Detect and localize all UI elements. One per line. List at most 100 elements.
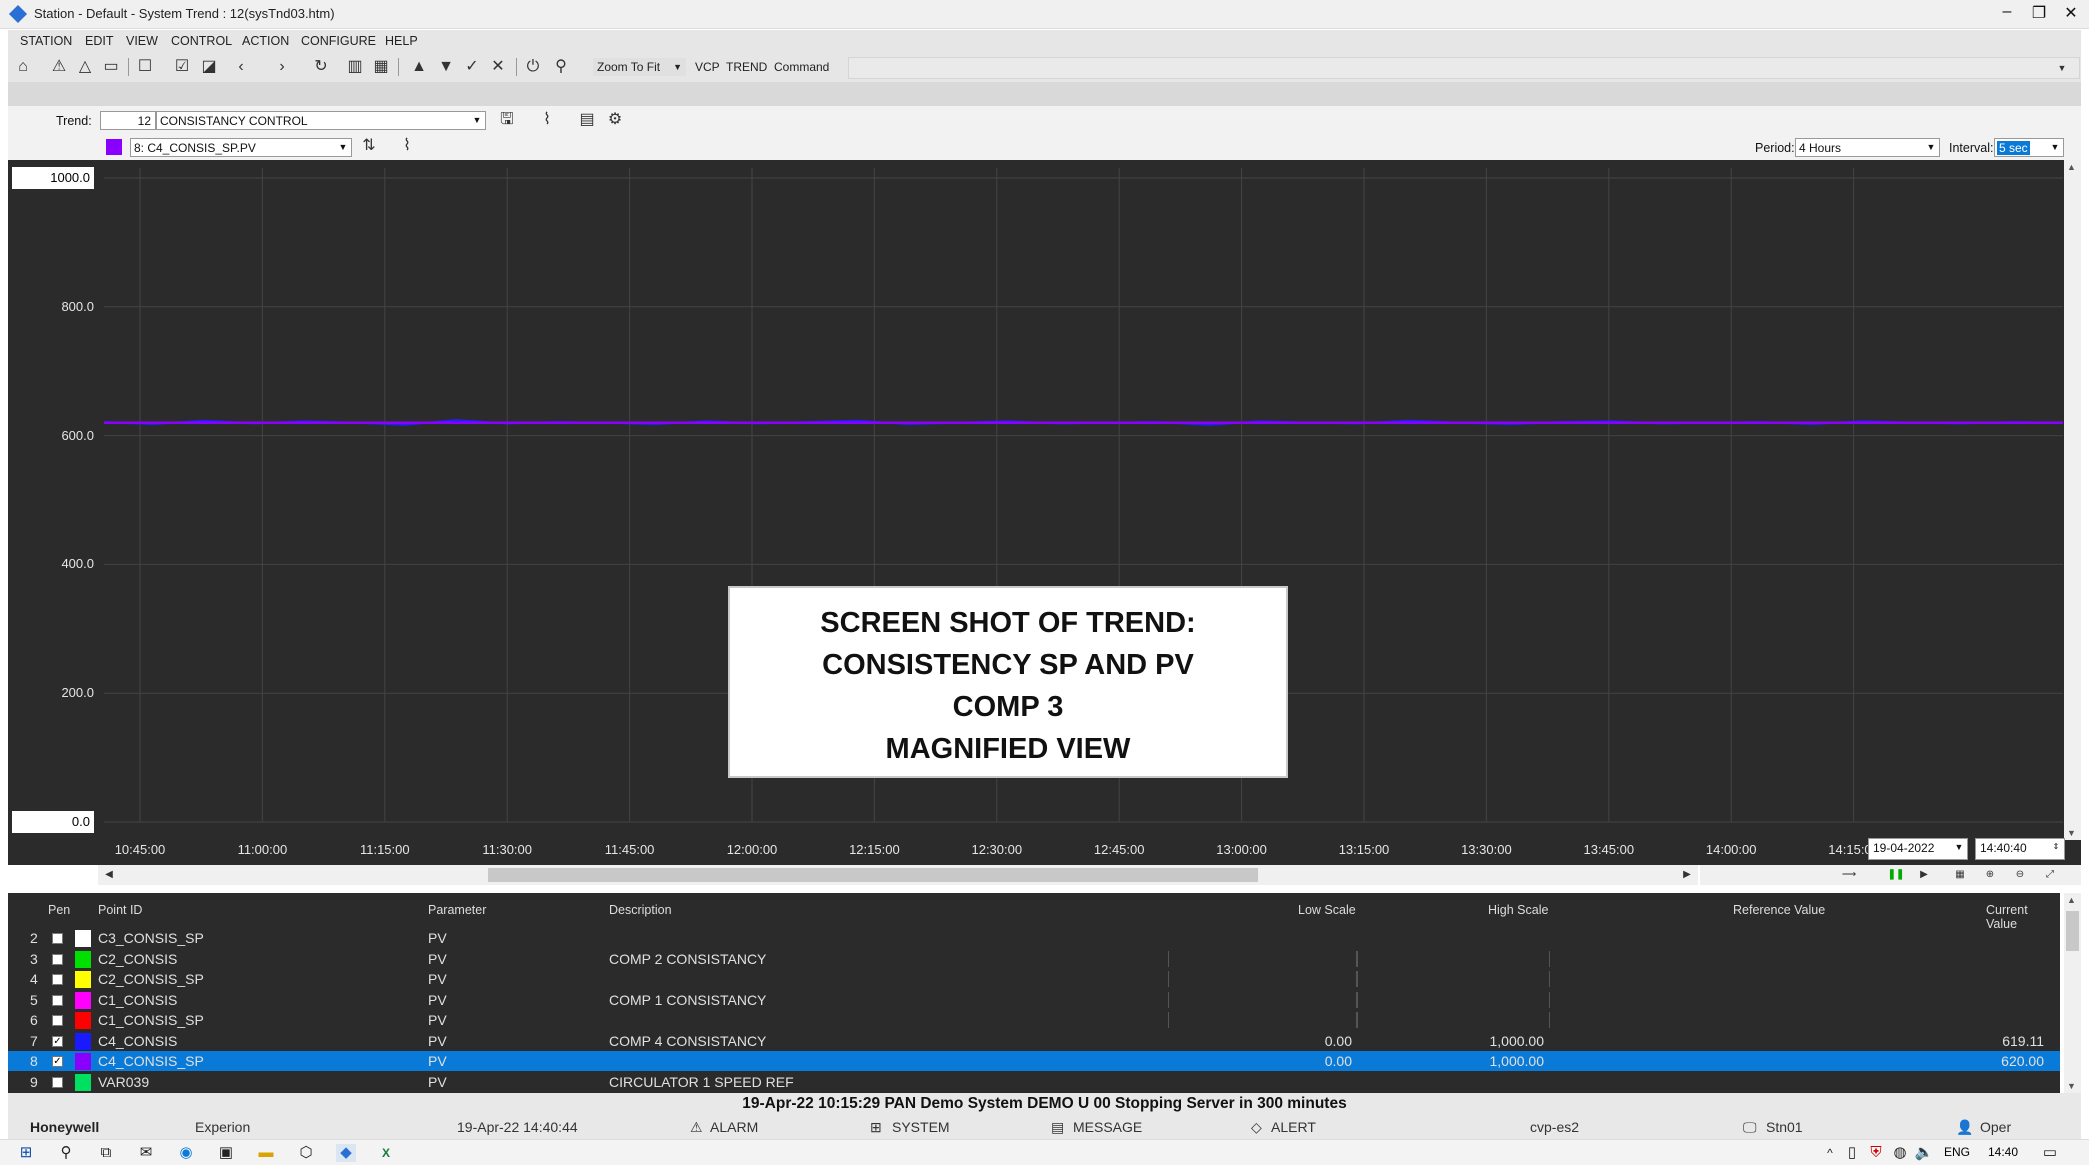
page-icon[interactable]: ☐ (137, 58, 153, 75)
end-date-picker[interactable]: 19-04-2022 ▼ (1868, 838, 1968, 860)
language-indicator[interactable]: ENG (1944, 1145, 1971, 1159)
table-scrollbar[interactable]: ▲ ▼ (2064, 893, 2081, 1093)
grid-icon[interactable]: ▤ (579, 111, 595, 128)
start-icon[interactable]: ⊞ (19, 1144, 33, 1161)
volume-icon[interactable]: 🔈 (1914, 1144, 1934, 1161)
message-indicator[interactable]: MESSAGE (1073, 1119, 1143, 1135)
zoom-in-icon[interactable]: ⊕ (1985, 869, 1995, 880)
file-explorer-icon[interactable]: ▬ (258, 1144, 274, 1161)
pen-dropdown[interactable]: 8: C4_CONSIS_SP.PV ▼ (130, 138, 352, 157)
clock[interactable]: 14:40 (1988, 1145, 2019, 1159)
acknowledge-icon[interactable]: ✓ (465, 58, 479, 75)
menu-help[interactable]: HELP (385, 34, 418, 48)
time-scrollbar-thumb[interactable] (488, 868, 1258, 882)
tray-device-icon[interactable]: ▯ (1847, 1144, 1857, 1161)
pen-visible-checkbox[interactable] (52, 974, 63, 985)
alert-diamond-icon[interactable]: ◇ (1251, 1119, 1262, 1135)
scroll-down-icon[interactable]: ▼ (2067, 1081, 2076, 1091)
scroll-left-icon[interactable]: ◀ (105, 869, 113, 880)
edge-browser-icon[interactable]: ◉ (179, 1144, 193, 1161)
pen-visible-checkbox[interactable]: ✓ (52, 1056, 63, 1067)
zoom-out-icon[interactable]: ⊖ (2015, 869, 2025, 880)
package-icon[interactable]: ⬡ (299, 1144, 313, 1161)
minimize-button[interactable]: – (2002, 3, 2012, 20)
refresh-icon[interactable]: ↻ (314, 58, 328, 75)
lower-icon[interactable]: ▼ (438, 58, 454, 75)
table-scrollbar-thumb[interactable] (2066, 911, 2079, 951)
col-parameter[interactable]: Parameter (428, 903, 487, 917)
group-icon[interactable]: ▦ (373, 58, 389, 75)
system-indicator[interactable]: SYSTEM (892, 1119, 950, 1135)
scale-icon[interactable]: ⇅ (362, 137, 376, 154)
scroll-right-icon[interactable]: ▶ (1683, 869, 1691, 880)
col-high-scale[interactable]: High Scale (1488, 903, 1549, 917)
time-scrollbar[interactable]: ◀ ▶ (98, 865, 1698, 885)
interval-dropdown[interactable]: 5 sec ▼ (1994, 138, 2064, 157)
trend-name-dropdown[interactable]: CONSISTANCY CONTROL ▼ (156, 111, 486, 130)
trend-button[interactable]: TREND (726, 60, 768, 74)
alert-indicator[interactable]: ALERT (1271, 1119, 1316, 1135)
table-row[interactable]: 4 C2_CONSIS_SP PV (8, 969, 2060, 989)
close-button[interactable]: ✕ (2064, 5, 2078, 22)
menu-action[interactable]: ACTION (242, 34, 290, 48)
alarm-summary-icon[interactable]: ⚠ (51, 58, 67, 75)
col-low-scale[interactable]: Low Scale (1298, 903, 1356, 917)
pen-visible-checkbox[interactable] (52, 1076, 63, 1088)
command-input[interactable] (848, 57, 2080, 79)
chart-vertical-scrollbar[interactable]: ▲ ▼ (2064, 160, 2081, 840)
table-row[interactable]: 7 ✓ C4_CONSIS PV COMP 4 CONSISTANCY 0.00 1,000… (8, 1031, 2060, 1051)
station-taskbar-icon[interactable]: ◆ (336, 1144, 356, 1162)
menu-configure[interactable]: CONFIGURE (301, 34, 376, 48)
scroll-up-icon[interactable]: ▲ (2067, 895, 2076, 905)
scroll-up-icon[interactable]: ▲ (2067, 162, 2076, 172)
col-description[interactable]: Description (609, 903, 672, 917)
table-row[interactable]: 6 C1_CONSIS_SP PV (8, 1010, 2060, 1030)
menu-edit[interactable]: EDIT (85, 34, 114, 48)
message-icon[interactable]: ▤ (1051, 1119, 1065, 1135)
end-time-spinner[interactable]: 14:40:40 ⇕ (1975, 838, 2065, 860)
chart-type-icon[interactable]: ⌇ (543, 111, 551, 128)
search-icon[interactable]: ⚲ (555, 58, 567, 75)
alarm-indicator[interactable]: ALARM (710, 1119, 759, 1135)
tray-chevron-icon[interactable]: ^ (1827, 1146, 1833, 1160)
task-view-icon[interactable]: ⧉ (100, 1144, 112, 1161)
table-row[interactable]: 9 VAR039 PV CIRCULATOR 1 SPEED REF (8, 1072, 2060, 1092)
trend-number-field[interactable]: 12 (100, 111, 156, 130)
table-row[interactable]: 5 C1_CONSIS PV COMP 1 CONSISTANCY (8, 990, 2060, 1010)
col-reference-value[interactable]: Reference Value (1733, 903, 1826, 917)
tray-security-icon[interactable]: ⛨ (1870, 1144, 1882, 1161)
chart-box-icon[interactable]: ◪ (201, 58, 217, 75)
vcp-button[interactable]: VCP (695, 60, 720, 74)
command-dropdown-icon[interactable]: ▼ (2057, 63, 2067, 73)
store-icon[interactable]: ▣ (218, 1144, 234, 1161)
menu-station[interactable]: STATION (20, 34, 73, 48)
system-icon[interactable]: ⊞ (870, 1119, 882, 1135)
alert-icon[interactable]: △ (78, 58, 92, 75)
power-icon[interactable]: ⏻ (526, 58, 540, 75)
pause-icon[interactable]: ❚❚ (1887, 869, 1905, 880)
col-point-id[interactable]: Point ID (98, 903, 143, 917)
menu-control[interactable]: CONTROL (171, 34, 233, 48)
excel-icon[interactable]: X (381, 1146, 390, 1160)
zoom-dropdown[interactable]: Zoom To Fit ▼ (593, 58, 686, 76)
network-globe-icon[interactable]: ◍ (1893, 1144, 1907, 1161)
period-dropdown[interactable]: 4 Hours ▼ (1795, 138, 1940, 157)
raise-icon[interactable]: ▲ (411, 58, 427, 75)
table-row[interactable]: 2 C3_CONSIS_SP PV (8, 928, 2060, 948)
plot-style-icon[interactable]: ⌇ (403, 137, 411, 154)
table-row[interactable]: 8 ✓ C4_CONSIS_SP PV 0.00 1,000.00 620.00 (8, 1051, 2060, 1071)
pen-visible-checkbox[interactable]: ✓ (52, 1035, 63, 1047)
col-current-value[interactable]: Current Value (1986, 903, 2028, 931)
pan-icon[interactable]: ⟶ (1841, 869, 1857, 880)
back-icon[interactable]: ‹ (238, 58, 244, 75)
search-icon[interactable]: ⚲ (60, 1144, 72, 1161)
checkbox-icon[interactable]: ☑ (174, 58, 190, 75)
pen-visible-checkbox[interactable] (52, 994, 63, 1006)
table-view-icon[interactable]: ▦ (1955, 869, 1965, 880)
mail-icon[interactable]: ✉ (139, 1144, 153, 1161)
play-icon[interactable]: ▶ (1920, 869, 1928, 880)
pen-visible-checkbox[interactable] (52, 933, 63, 944)
table-row[interactable]: 3 C2_CONSIS PV COMP 2 CONSISTANCY (8, 949, 2060, 969)
display-icon[interactable]: ▭ (103, 58, 119, 75)
menu-view[interactable]: VIEW (126, 34, 158, 48)
